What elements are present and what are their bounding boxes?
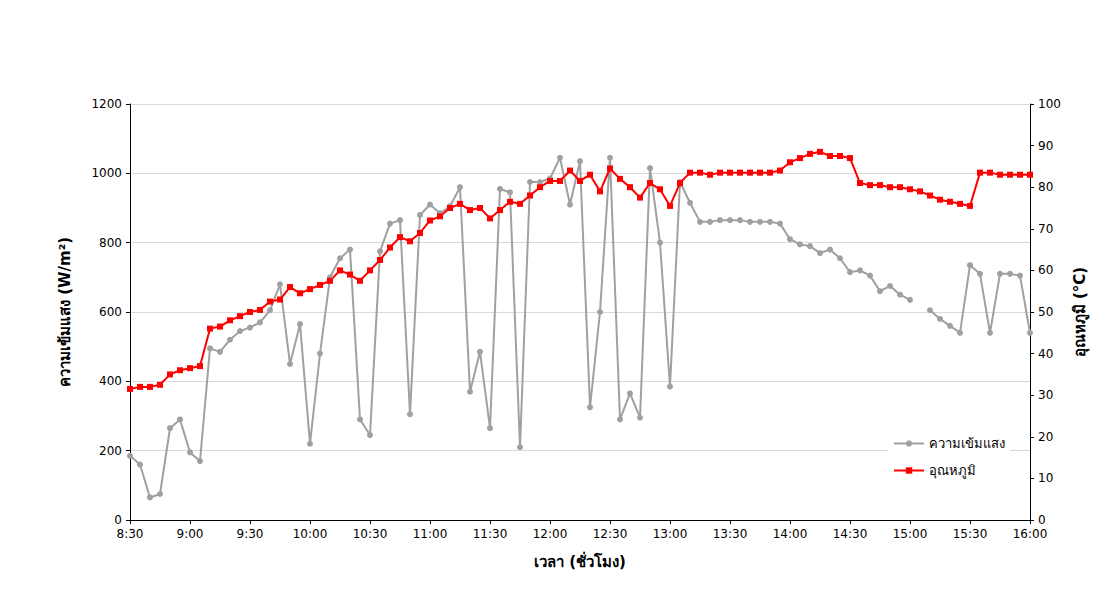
svg-text:90: 90	[1038, 139, 1053, 153]
svg-text:11:30: 11:30	[473, 527, 508, 541]
svg-text:9:00: 9:00	[177, 527, 204, 541]
svg-text:13:00: 13:00	[653, 527, 688, 541]
svg-text:ความเข้มแสง (W/m²): ความเข้มแสง (W/m²)	[56, 237, 74, 387]
svg-text:80: 80	[1038, 180, 1053, 194]
svg-text:70: 70	[1038, 222, 1053, 236]
svg-text:14:00: 14:00	[773, 527, 808, 541]
svg-text:60: 60	[1038, 263, 1053, 277]
svg-text:40: 40	[1038, 347, 1053, 361]
svg-text:13:30: 13:30	[713, 527, 748, 541]
svg-text:อุณหภูมิ: อุณหภูมิ	[929, 463, 976, 479]
svg-text:11:00: 11:00	[413, 527, 448, 541]
svg-text:1200: 1200	[91, 97, 122, 111]
svg-text:15:00: 15:00	[893, 527, 928, 541]
svg-text:10:00: 10:00	[293, 527, 328, 541]
svg-text:10:30: 10:30	[353, 527, 388, 541]
svg-text:10: 10	[1038, 471, 1053, 485]
svg-text:20: 20	[1038, 430, 1053, 444]
svg-text:600: 600	[99, 305, 122, 319]
svg-text:12:30: 12:30	[593, 527, 628, 541]
svg-text:400: 400	[99, 374, 122, 388]
svg-text:เวลา (ชั่วโมง): เวลา (ชั่วโมง)	[534, 551, 626, 571]
svg-text:50: 50	[1038, 305, 1053, 319]
svg-text:16:00: 16:00	[1013, 527, 1048, 541]
svg-text:0: 0	[114, 513, 122, 527]
svg-text:100: 100	[1038, 97, 1061, 111]
svg-text:200: 200	[99, 444, 122, 458]
svg-text:14:30: 14:30	[833, 527, 868, 541]
svg-text:1000: 1000	[91, 166, 122, 180]
svg-text:15:30: 15:30	[953, 527, 988, 541]
svg-text:8:30: 8:30	[117, 527, 144, 541]
svg-text:9:30: 9:30	[237, 527, 264, 541]
svg-text:30: 30	[1038, 388, 1053, 402]
svg-text:0: 0	[1038, 513, 1046, 527]
svg-text:อุณหภูมิ (°C): อุณหภูมิ (°C)	[1071, 267, 1090, 357]
svg-text:12:00: 12:00	[533, 527, 568, 541]
svg-text:ความเข้มแสง: ความเข้มแสง	[929, 436, 1005, 451]
svg-text:800: 800	[99, 236, 122, 250]
